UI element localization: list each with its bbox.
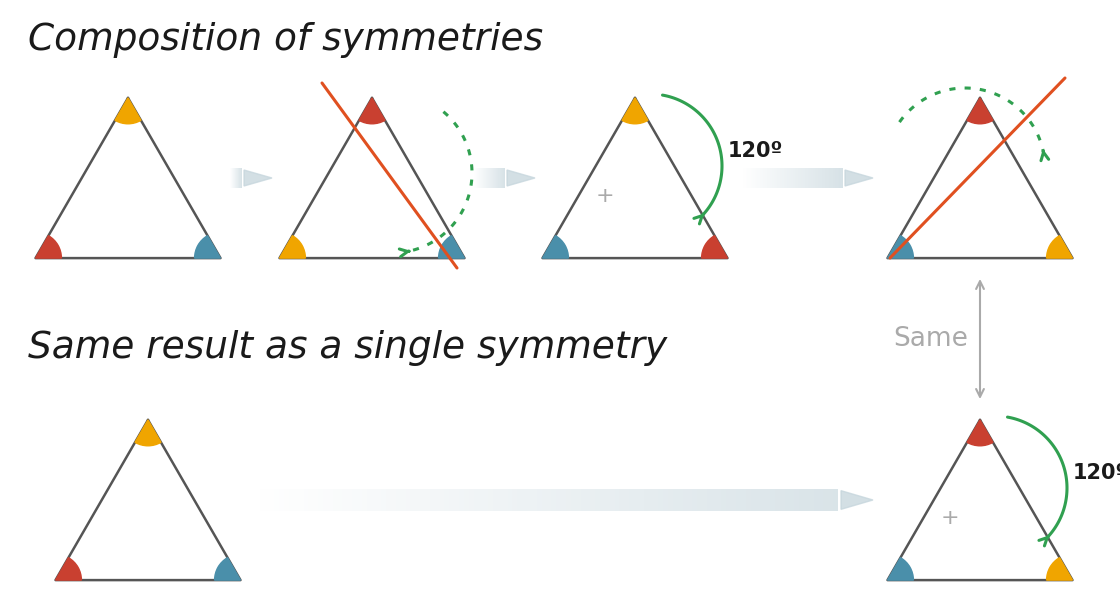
Wedge shape (115, 98, 141, 124)
Wedge shape (136, 420, 161, 446)
Wedge shape (195, 236, 221, 258)
Wedge shape (1046, 236, 1073, 258)
Text: Same: Same (893, 326, 968, 352)
Wedge shape (887, 558, 914, 580)
Text: +: + (941, 508, 960, 528)
Text: +: + (596, 186, 614, 206)
Polygon shape (844, 170, 872, 186)
Text: 120º: 120º (1073, 463, 1120, 483)
Polygon shape (841, 491, 872, 510)
Wedge shape (887, 236, 914, 258)
Wedge shape (36, 236, 62, 258)
Polygon shape (244, 170, 272, 186)
Wedge shape (56, 558, 82, 580)
Wedge shape (360, 98, 385, 124)
Wedge shape (1046, 558, 1073, 580)
Text: Same result as a single symmetry: Same result as a single symmetry (28, 330, 668, 366)
Polygon shape (507, 170, 535, 186)
Wedge shape (542, 236, 568, 258)
Wedge shape (280, 236, 306, 258)
Wedge shape (967, 98, 993, 124)
Wedge shape (215, 558, 241, 580)
Text: Composition of symmetries: Composition of symmetries (28, 22, 543, 58)
Wedge shape (439, 236, 465, 258)
Wedge shape (967, 420, 993, 446)
Wedge shape (701, 236, 728, 258)
Text: 120º: 120º (728, 141, 783, 161)
Wedge shape (622, 98, 648, 124)
